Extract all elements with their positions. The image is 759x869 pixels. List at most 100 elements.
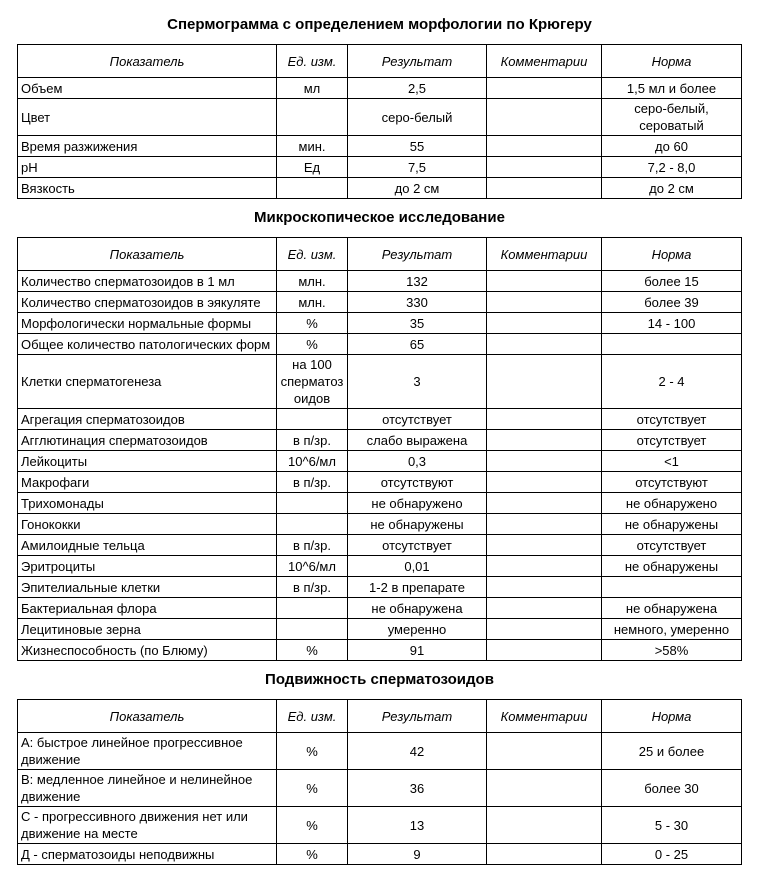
- table-row: В: медленное линейное и нелинейное движе…: [17, 769, 742, 807]
- cell-norm: отсутствует: [601, 429, 742, 451]
- cell-comment: [486, 639, 602, 661]
- cell-result: 13: [347, 806, 487, 844]
- cell-comment: [486, 806, 602, 844]
- cell-unit: Ед: [276, 156, 348, 178]
- cell-comment: [486, 408, 602, 430]
- results-table: Показатель Ед. изм. Результат Комментари…: [17, 699, 742, 865]
- cell-comment: [486, 843, 602, 865]
- table-row: Общее количество патологических форм% 65: [17, 333, 742, 355]
- cell-unit: %: [276, 312, 348, 334]
- table-row: С - прогрессивного движения нет или движ…: [17, 806, 742, 844]
- table-row: Клетки сперматогенеза на 100 сперматозоид…: [17, 354, 742, 409]
- column-header-norm: Норма: [601, 237, 742, 271]
- column-header-norm: Норма: [601, 699, 742, 733]
- cell-result: 91: [347, 639, 487, 661]
- cell-result: 42: [347, 732, 487, 770]
- table-row: Количество сперматозоидов в эякуляте млн.…: [17, 291, 742, 313]
- cell-comment: [486, 135, 602, 157]
- cell-result: 35: [347, 312, 487, 334]
- cell-result: отсутствует: [347, 408, 487, 430]
- cell-norm: 5 - 30: [601, 806, 742, 844]
- cell-comment: [486, 156, 602, 178]
- cell-indicator: Объем: [17, 77, 277, 99]
- cell-unit: 10^6/мл: [276, 450, 348, 472]
- cell-unit: %: [276, 843, 348, 865]
- cell-indicator: Вязкость: [17, 177, 277, 199]
- cell-unit: %: [276, 732, 348, 770]
- table-row: Цвет серо-белый серо-белый, сероватый: [17, 98, 742, 136]
- column-header-result: Результат: [347, 237, 487, 271]
- cell-comment: [486, 513, 602, 535]
- column-header-result: Результат: [347, 44, 487, 78]
- cell-norm: отсутствует: [601, 534, 742, 556]
- cell-comment: [486, 450, 602, 472]
- cell-unit: 10^6/мл: [276, 555, 348, 577]
- cell-comment: [486, 576, 602, 598]
- cell-comment: [486, 597, 602, 619]
- cell-norm: немного, умеренно: [601, 618, 742, 640]
- table-row: Лецитиновые зерна умеренно немного, умерен…: [17, 618, 742, 640]
- cell-norm: 0 - 25: [601, 843, 742, 865]
- cell-norm: [601, 576, 742, 598]
- cell-norm: не обнаружены: [601, 555, 742, 577]
- table-row: А: быстрое линейное прогрессивное движен…: [17, 732, 742, 770]
- cell-indicator: Д - сперматозоиды неподвижны: [17, 843, 277, 865]
- cell-result: отсутствуют: [347, 471, 487, 493]
- section-kruger-morphology: Спермограмма с определением морфологии п…: [0, 16, 759, 199]
- cell-indicator: Лейкоциты: [17, 450, 277, 472]
- cell-comment: [486, 429, 602, 451]
- cell-result: 36: [347, 769, 487, 807]
- cell-indicator: Клетки сперматогенеза: [17, 354, 277, 409]
- cell-comment: [486, 492, 602, 514]
- cell-result: 0,3: [347, 450, 487, 472]
- cell-indicator: А: быстрое линейное прогрессивное движен…: [17, 732, 277, 770]
- table-row: Агрегация сперматозоидов отсутствует отсут…: [17, 408, 742, 430]
- cell-indicator: Общее количество патологических форм: [17, 333, 277, 355]
- cell-comment: [486, 312, 602, 334]
- table-row: Лейкоциты 10^6/мл 0,3 <1: [17, 450, 742, 472]
- table-row: Агглютинация сперматозоидов в п/зр. слабо …: [17, 429, 742, 451]
- table-row: Вязкость до 2 см до 2 см: [17, 177, 742, 199]
- cell-indicator: В: медленное линейное и нелинейное движе…: [17, 769, 277, 807]
- cell-comment: [486, 177, 602, 199]
- cell-norm: до 60: [601, 135, 742, 157]
- cell-unit: млн.: [276, 270, 348, 292]
- cell-unit: %: [276, 333, 348, 355]
- cell-indicator: Количество сперматозоидов в эякуляте: [17, 291, 277, 313]
- cell-norm: более 30: [601, 769, 742, 807]
- cell-unit: %: [276, 806, 348, 844]
- cell-indicator: Морфологически нормальные формы: [17, 312, 277, 334]
- cell-indicator: Амилоидные тельца: [17, 534, 277, 556]
- cell-indicator: Время разжижения: [17, 135, 277, 157]
- table-row: Макрофаги в п/зр. отсутствуют отсутствуют: [17, 471, 742, 493]
- cell-indicator: Количество сперматозоидов в 1 мл: [17, 270, 277, 292]
- table-row: Д - сперматозоиды неподвижны% 9 0 - 25: [17, 843, 742, 865]
- cell-indicator: Макрофаги: [17, 471, 277, 493]
- cell-unit: в п/зр.: [276, 576, 348, 598]
- cell-indicator: Эритроциты: [17, 555, 277, 577]
- cell-result: 9: [347, 843, 487, 865]
- header-row: Показатель Ед. изм. Результат Комментари…: [17, 44, 742, 78]
- cell-comment: [486, 98, 602, 136]
- cell-result: 65: [347, 333, 487, 355]
- table-row: Время разжижения мин. 55 до 60: [17, 135, 742, 157]
- cell-unit: [276, 408, 348, 430]
- cell-indicator: Трихомонады: [17, 492, 277, 514]
- section-motility: Подвижность сперматозоидов Показатель Ед…: [0, 671, 759, 865]
- column-header-indicator: Показатель: [17, 44, 277, 78]
- cell-norm: 1,5 мл и более: [601, 77, 742, 99]
- table-row: Бактериальная флора не обнаружена не обнар…: [17, 597, 742, 619]
- cell-comment: [486, 732, 602, 770]
- cell-result: 1-2 в препарате: [347, 576, 487, 598]
- cell-comment: [486, 270, 602, 292]
- cell-indicator: Лецитиновые зерна: [17, 618, 277, 640]
- column-header-indicator: Показатель: [17, 699, 277, 733]
- cell-result: 7,5: [347, 156, 487, 178]
- column-header-comment: Комментарии: [486, 699, 602, 733]
- cell-comment: [486, 769, 602, 807]
- cell-comment: [486, 534, 602, 556]
- cell-result: 0,01: [347, 555, 487, 577]
- column-header-unit: Ед. изм.: [276, 237, 348, 271]
- results-table: Показатель Ед. изм. Результат Комментари…: [17, 237, 742, 661]
